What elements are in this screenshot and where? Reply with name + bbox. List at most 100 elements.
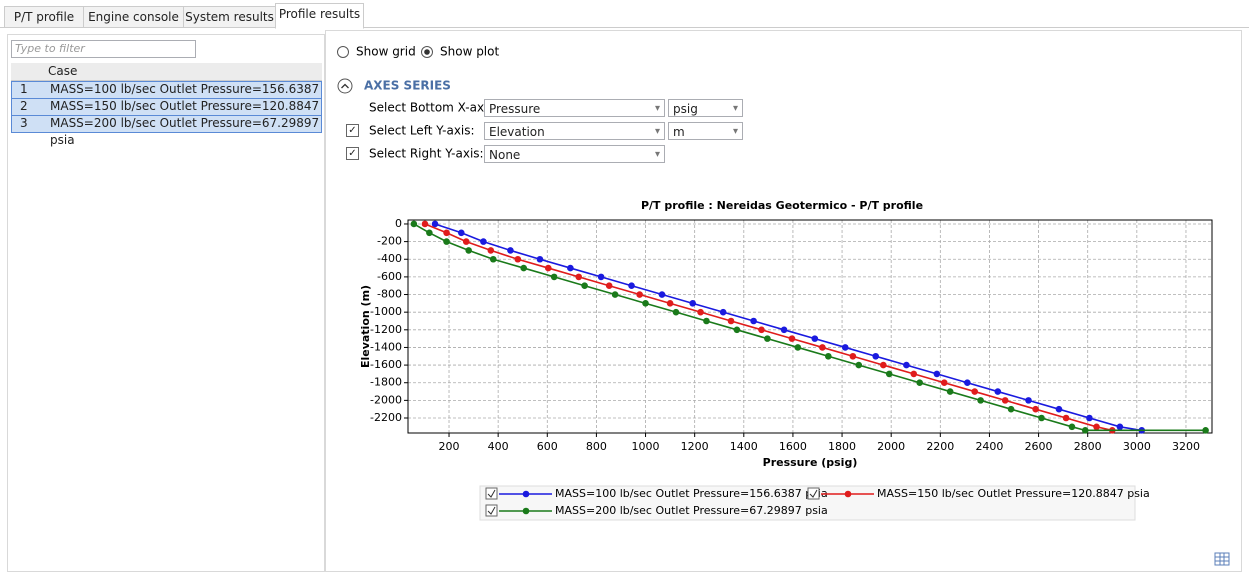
- data-point: [849, 352, 857, 360]
- legend-marker: [844, 490, 852, 498]
- data-point: [872, 352, 880, 360]
- data-point: [750, 317, 757, 325]
- data-point: [946, 388, 954, 395]
- legend-marker: [522, 490, 530, 498]
- data-point: [544, 264, 552, 272]
- data-point: [733, 326, 741, 334]
- x-tick-label: 2200: [926, 440, 954, 453]
- data-point: [536, 255, 544, 263]
- data-point: [1007, 405, 1015, 413]
- data-point: [550, 273, 558, 281]
- y-tick-label: -600: [377, 270, 402, 283]
- data-point: [487, 247, 495, 254]
- row-number: 2: [20, 99, 28, 113]
- x-tick-label: 1400: [730, 440, 758, 453]
- collapse-icon: [341, 83, 349, 89]
- data-point: [727, 317, 735, 325]
- data-point: [880, 361, 887, 369]
- data-point: [443, 238, 450, 245]
- dropdown[interactable]: Pressure: [484, 99, 665, 118]
- collapse-button[interactable]: [337, 78, 353, 94]
- data-point: [1093, 423, 1100, 431]
- data-point: [916, 379, 923, 387]
- dropdown[interactable]: Elevation: [484, 122, 665, 141]
- chart-title: P/T profile : Nereidas Geotermico - P/T …: [641, 199, 923, 212]
- dropdown[interactable]: m: [668, 122, 743, 141]
- data-point: [1086, 414, 1093, 422]
- case-panel: Type to filter Case 1 MASS=100 lb/sec Ou…: [7, 34, 325, 572]
- data-point: [758, 326, 765, 334]
- legend-label: MASS=200 lb/sec Outlet Pressure=67.29897…: [555, 504, 828, 517]
- tab[interactable]: P/T profile: [4, 6, 84, 28]
- x-tick-label: 2400: [975, 440, 1003, 453]
- data-point: [977, 397, 984, 404]
- data-point: [642, 300, 649, 307]
- y-tick-label: -1800: [370, 376, 402, 389]
- filter-input[interactable]: Type to filter: [11, 40, 196, 58]
- data-point: [697, 308, 704, 316]
- dropdown[interactable]: psig: [668, 99, 743, 118]
- checkbox[interactable]: ✓: [346, 124, 359, 137]
- data-point: [764, 335, 771, 342]
- table-icon-grid: [1215, 553, 1229, 565]
- table-icon[interactable]: [1214, 552, 1230, 566]
- tab[interactable]: Engine console: [83, 6, 184, 28]
- data-point: [628, 282, 635, 290]
- data-point: [672, 308, 680, 316]
- data-point: [811, 335, 819, 342]
- x-tick-label: 1600: [779, 440, 807, 453]
- tab[interactable]: System results: [183, 6, 276, 28]
- y-tick-label: -200: [377, 235, 402, 248]
- tab-strip-border: [0, 27, 1249, 28]
- data-point: [933, 370, 941, 378]
- y-axis-label: Elevation (m): [359, 285, 372, 368]
- data-point: [462, 238, 470, 245]
- legend-label: MASS=150 lb/sec Outlet Pressure=120.8847…: [877, 487, 1150, 500]
- y-tick-label: -800: [377, 288, 402, 301]
- legend-check: [487, 489, 496, 498]
- table-header-bg: [11, 63, 322, 81]
- data-point: [1025, 397, 1032, 404]
- data-point: [480, 238, 487, 245]
- dropdown[interactable]: None: [484, 145, 665, 164]
- y-tick-label: -2000: [370, 393, 402, 406]
- y-tick-label: -1400: [370, 340, 402, 353]
- data-point: [514, 255, 522, 263]
- data-point: [458, 229, 465, 237]
- radio[interactable]: [337, 46, 349, 58]
- data-point: [1055, 405, 1063, 413]
- y-tick-label: -1600: [370, 358, 402, 371]
- data-point: [421, 220, 429, 228]
- legend-checkbox[interactable]: [485, 487, 498, 500]
- data-point: [703, 317, 710, 325]
- data-point: [903, 361, 910, 369]
- data-point: [1032, 405, 1039, 413]
- x-tick-label: 2600: [1025, 440, 1053, 453]
- data-point: [1038, 414, 1045, 422]
- x-tick-label: 400: [488, 440, 509, 453]
- x-tick-label: 2000: [877, 440, 905, 453]
- axis-select-label: Select Right Y-axis:: [369, 147, 484, 161]
- table-row[interactable]: [11, 115, 322, 133]
- y-tick-label: -400: [377, 252, 402, 265]
- legend-checkbox[interactable]: [807, 487, 820, 500]
- data-point: [658, 291, 666, 298]
- radio-dot: [424, 49, 430, 55]
- checkbox[interactable]: ✓: [346, 147, 359, 160]
- x-tick-label: 600: [537, 440, 558, 453]
- option-label: Show plot: [440, 45, 499, 59]
- data-point: [666, 300, 674, 307]
- x-tick-label: 1200: [681, 440, 709, 453]
- y-tick-label: -2200: [370, 411, 402, 424]
- data-point: [605, 282, 613, 290]
- legend-label: MASS=100 lb/sec Outlet Pressure=156.6387…: [555, 487, 828, 500]
- row-number: 3: [20, 116, 28, 130]
- data-point: [567, 264, 574, 272]
- tab-active[interactable]: Profile results: [275, 3, 364, 29]
- data-point: [819, 344, 826, 351]
- data-point: [841, 344, 849, 351]
- data-point: [636, 291, 643, 298]
- data-point: [1081, 427, 1089, 434]
- legend-checkbox[interactable]: [485, 504, 498, 517]
